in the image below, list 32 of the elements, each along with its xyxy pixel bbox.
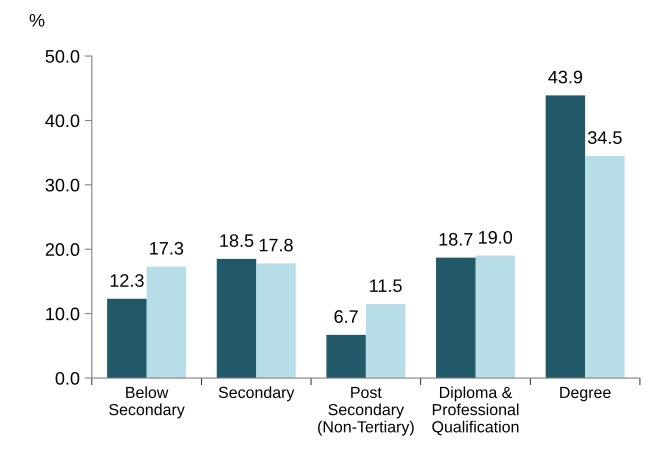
- data-label: 12.3: [110, 274, 144, 287]
- y-tick-label: 40.0: [45, 114, 80, 128]
- data-label: 19.0: [479, 230, 512, 244]
- data-label: 43.9: [548, 70, 582, 84]
- data-label: 6.7: [334, 310, 358, 323]
- data-label: 17.3: [150, 242, 184, 255]
- data-label: 18.5: [220, 234, 254, 247]
- bar: [107, 298, 147, 378]
- x-tick-label: Below Secondary: [109, 386, 185, 418]
- y-tick-label: 50.0: [46, 50, 80, 63]
- bar: [585, 156, 625, 378]
- bar: [146, 266, 186, 378]
- bar: [436, 258, 476, 378]
- y-tick-label: 10.0: [46, 308, 80, 320]
- y-tick-label: 0.0: [56, 372, 80, 385]
- bar: [475, 256, 515, 378]
- bar: [366, 304, 406, 378]
- bar: [256, 263, 296, 378]
- x-tick-label: Degree: [560, 386, 611, 402]
- x-tick-label: Diploma & Professional Qualification: [432, 386, 518, 436]
- data-label: 17.8: [260, 238, 293, 252]
- data-label: 11.5: [370, 279, 402, 292]
- x-tick-label: Secondary: [218, 386, 294, 402]
- y-tick-label: 20.0: [46, 243, 80, 256]
- y-tick-label: 30.0: [46, 178, 80, 192]
- data-label: 18.7: [440, 232, 472, 246]
- x-tick-label: Post Secondary (Non-Tertiary): [318, 386, 414, 436]
- y-axis-title: %: [30, 14, 44, 27]
- data-label: 34.5: [588, 131, 622, 144]
- bar: [326, 334, 366, 378]
- bar: [216, 258, 256, 378]
- bar: [546, 95, 586, 378]
